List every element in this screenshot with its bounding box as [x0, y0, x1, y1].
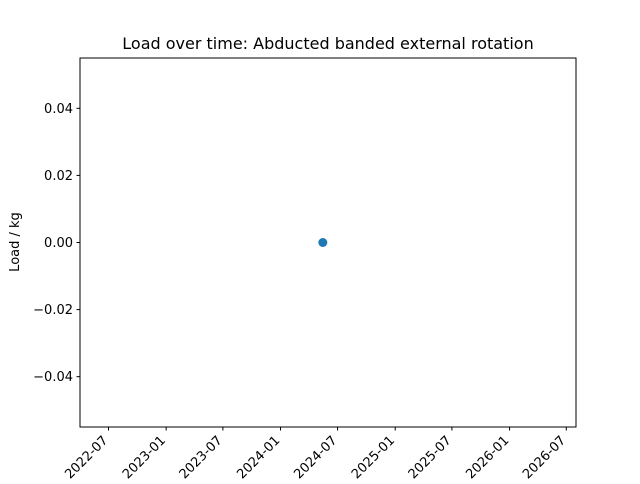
plot-frame [79, 57, 577, 428]
x-tick-label: 2024-07 [291, 433, 340, 480]
x-tick-label: 2026-07 [520, 433, 569, 480]
y-tick-label: 0.00 [44, 236, 73, 251]
y-axis-label: Load / kg [8, 212, 23, 272]
y-tick-label: −0.04 [33, 370, 73, 385]
data-points [318, 238, 328, 247]
x-tick-label: 2025-01 [349, 433, 398, 480]
x-tick-label: 2023-07 [177, 433, 226, 480]
chart-title: Load over time: Abducted banded external… [122, 34, 533, 53]
x-tick-label: 2022-07 [62, 433, 111, 480]
x-tick-label: 2024-01 [234, 433, 283, 480]
x-tick-label: 2026-01 [463, 433, 512, 480]
data-point [318, 238, 328, 247]
x-tick-label: 2023-01 [120, 433, 169, 480]
y-tick-label: 0.04 [44, 102, 73, 117]
y-tick-label: 0.02 [44, 169, 73, 184]
y-axis-ticks: −0.04 −0.02 0.00 0.02 0.04 [33, 102, 80, 385]
x-axis-ticks: 2022-07 2023-01 2023-07 2024-01 2024-07 2025-… [62, 427, 569, 482]
x-tick-label: 2025-07 [406, 433, 455, 480]
y-tick-label: −0.02 [33, 303, 73, 318]
